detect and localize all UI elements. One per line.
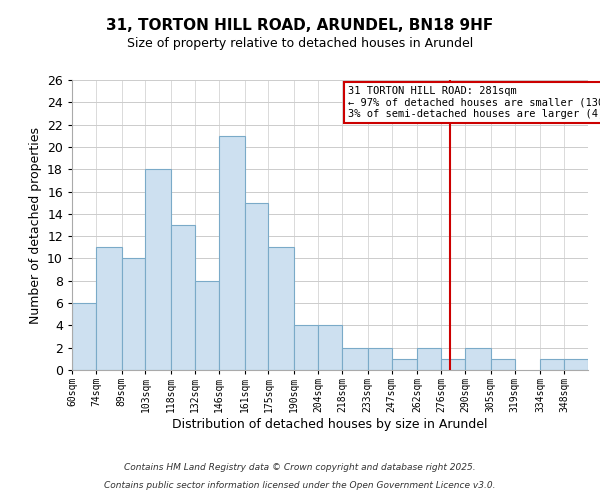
Bar <box>491 359 515 370</box>
Text: Contains HM Land Registry data © Crown copyright and database right 2025.: Contains HM Land Registry data © Crown c… <box>124 464 476 472</box>
Text: Size of property relative to detached houses in Arundel: Size of property relative to detached ho… <box>127 38 473 51</box>
Bar <box>171 225 195 370</box>
Bar <box>245 202 268 370</box>
Bar <box>392 359 417 370</box>
Text: 31 TORTON HILL ROAD: 281sqm
← 97% of detached houses are smaller (130)
3% of sem: 31 TORTON HILL ROAD: 281sqm ← 97% of det… <box>348 86 600 119</box>
Bar <box>465 348 491 370</box>
Bar <box>96 248 122 370</box>
Bar <box>441 359 465 370</box>
Bar <box>268 248 294 370</box>
Bar <box>318 326 342 370</box>
Bar <box>368 348 392 370</box>
Bar <box>72 303 96 370</box>
Bar <box>294 326 318 370</box>
Bar <box>195 281 219 370</box>
Bar <box>540 359 564 370</box>
Y-axis label: Number of detached properties: Number of detached properties <box>29 126 41 324</box>
Bar <box>417 348 441 370</box>
X-axis label: Distribution of detached houses by size in Arundel: Distribution of detached houses by size … <box>172 418 488 430</box>
Bar <box>122 258 145 370</box>
Bar <box>342 348 368 370</box>
Bar <box>145 169 171 370</box>
Bar <box>564 359 588 370</box>
Text: 31, TORTON HILL ROAD, ARUNDEL, BN18 9HF: 31, TORTON HILL ROAD, ARUNDEL, BN18 9HF <box>106 18 494 32</box>
Text: Contains public sector information licensed under the Open Government Licence v3: Contains public sector information licen… <box>104 481 496 490</box>
Bar <box>219 136 245 370</box>
